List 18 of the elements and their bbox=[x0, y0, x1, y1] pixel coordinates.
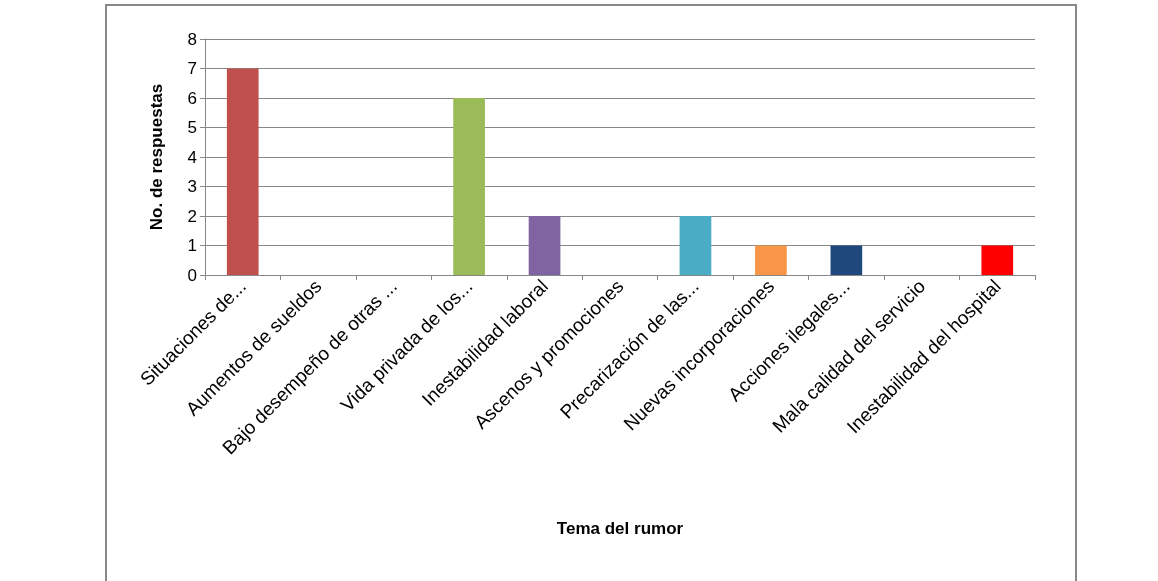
bar bbox=[830, 245, 863, 275]
y-tick-label: 1 bbox=[187, 236, 197, 255]
y-tick-label: 0 bbox=[187, 265, 197, 285]
bar bbox=[226, 68, 259, 275]
y-tick-label: 5 bbox=[187, 118, 197, 137]
bar bbox=[679, 216, 712, 275]
bar bbox=[755, 245, 787, 275]
bar bbox=[453, 98, 485, 275]
bar bbox=[981, 245, 1014, 275]
y-tick-label: 2 bbox=[187, 206, 197, 226]
y-tick-label: 6 bbox=[187, 88, 197, 108]
y-tick-label: 3 bbox=[187, 177, 197, 196]
y-tick-label: 7 bbox=[187, 59, 197, 78]
y-tick-label: 4 bbox=[187, 147, 197, 167]
y-tick-label: 8 bbox=[187, 29, 197, 49]
y-axis-title: No. de respuestas bbox=[147, 83, 166, 231]
x-axis-title: Tema del rumor bbox=[556, 519, 684, 538]
bar bbox=[528, 216, 561, 275]
